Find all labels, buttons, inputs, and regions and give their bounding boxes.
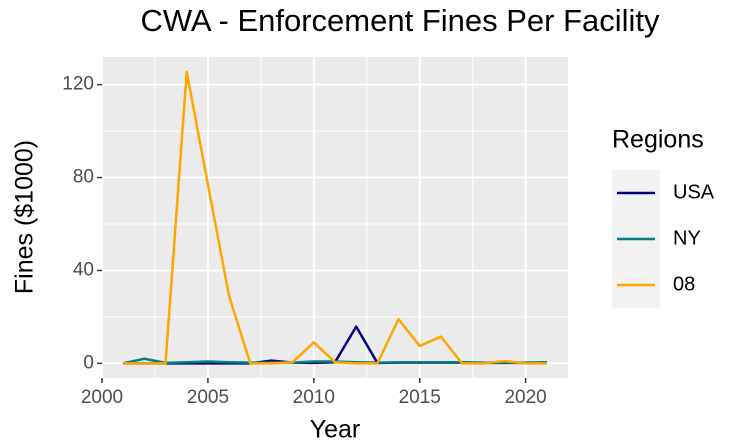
line-series	[123, 70, 547, 365]
legend-label: 08	[673, 273, 695, 295]
legend-title: Regions	[612, 126, 704, 154]
plot-panel	[102, 57, 568, 378]
x-axis-title: Year	[310, 416, 361, 444]
x-tick-label: 2000	[81, 387, 123, 408]
chart-title: CWA - Enforcement Fines Per Facility	[140, 3, 660, 38]
y-tick-label: 0	[83, 352, 94, 373]
x-tick-label: 2005	[187, 387, 229, 408]
legend-label: USA	[673, 181, 715, 203]
y-tick-label: 40	[73, 259, 94, 280]
x-tick-label: 2010	[293, 387, 335, 408]
legend-label: NY	[673, 227, 701, 249]
x-tick-label: 2015	[399, 387, 441, 408]
y-tick-label: 120	[62, 74, 94, 95]
x-tick-label: 2020	[504, 387, 546, 408]
y-tick-label: 80	[73, 167, 94, 188]
y-axis-title: Fines ($1000)	[11, 140, 39, 294]
